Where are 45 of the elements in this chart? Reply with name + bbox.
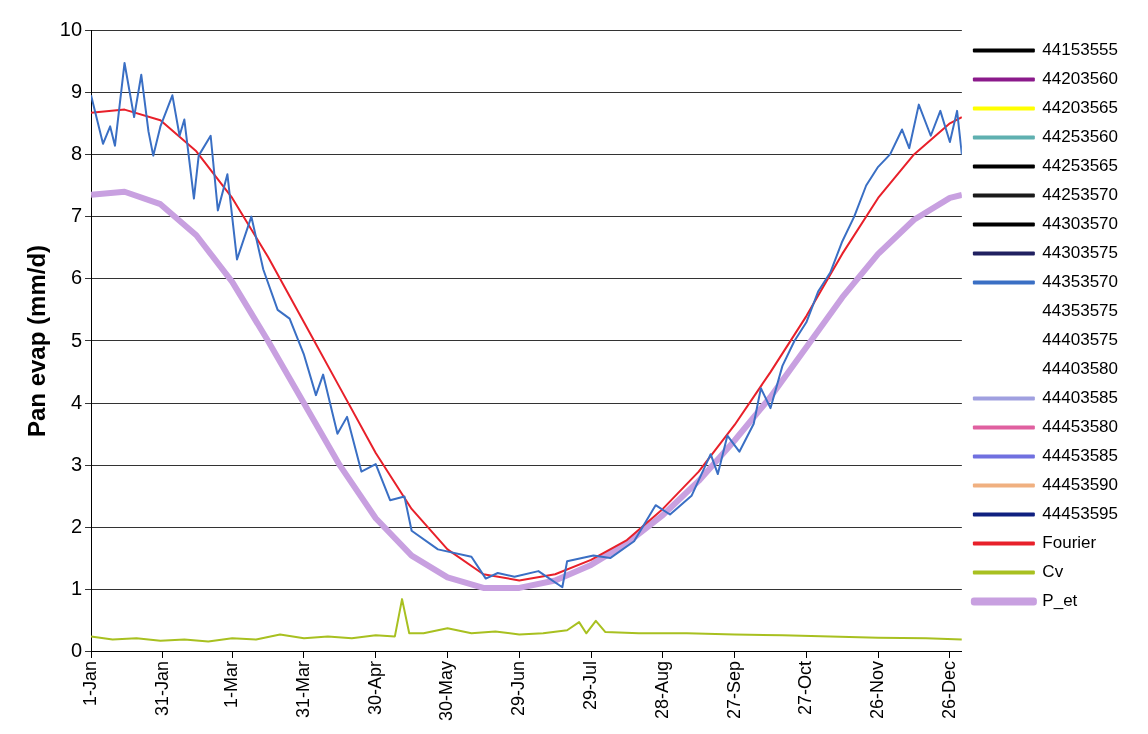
legend-label: 44203565 [1042, 98, 1118, 118]
text: 44403580 [1042, 359, 1118, 379]
y-tick-label: 7 [70, 204, 83, 227]
x-tick-label: 28-Aug [651, 660, 672, 720]
legend-label: 44153555 [1042, 40, 1118, 60]
y-tick-label: 5 [70, 328, 83, 351]
text: 44403575 [1042, 330, 1118, 350]
legend-label: 44253570 [1042, 185, 1118, 205]
y-tick-label: 8 [70, 141, 83, 164]
legend-label: 44203560 [1042, 69, 1118, 89]
y-tick-label: 3 [70, 452, 83, 475]
legend-label: Cv [1042, 562, 1064, 582]
y-tick-label: 10 [59, 17, 83, 40]
y-tick-label: 6 [70, 266, 83, 289]
legend-label: 44453580 [1042, 417, 1118, 437]
legend-label: 44253560 [1042, 127, 1118, 147]
legend-label: 44403585 [1042, 388, 1118, 408]
y-tick-label: 0 [70, 639, 83, 662]
x-tick-label: 31-Jan [151, 660, 172, 717]
legend-label: 44453595 [1042, 504, 1118, 524]
x-tick-label: 26-Dec [938, 660, 959, 720]
x-tick-label: 30-Apr [364, 660, 385, 716]
legend-label: 44453590 [1042, 475, 1118, 495]
y-tick-label: 1 [70, 577, 83, 600]
x-tick-label: 31-Mar [292, 660, 313, 718]
text: 44353575 [1042, 301, 1118, 321]
legend-label: 44353570 [1042, 272, 1118, 292]
x-tick-label: 26-Nov [867, 660, 888, 720]
x-tick-label: 1-Jan [80, 660, 101, 707]
legend-label: 44253565 [1042, 156, 1118, 176]
legend-label: 44303575 [1042, 243, 1118, 263]
y-tick-label: 9 [70, 79, 83, 102]
x-tick-label: 29-Jul [580, 660, 601, 711]
x-tick-label: 30-May [436, 660, 457, 722]
y-tick-label: 2 [70, 515, 83, 538]
x-tick-label: 27-Oct [795, 660, 816, 716]
x-tick-label: 29-Jun [508, 660, 529, 717]
legend-label: 44303570 [1042, 214, 1118, 234]
x-tick-label: 1-Mar [221, 660, 242, 708]
legend-label: P_et [1042, 591, 1078, 611]
x-tick-label: 27-Sep [723, 660, 744, 720]
y-tick-label: 4 [70, 390, 83, 413]
legend-label: 44453585 [1042, 446, 1118, 466]
legend-label: Fourier [1042, 533, 1097, 553]
y-axis-title: Pan evap (mm/d) [23, 244, 51, 438]
